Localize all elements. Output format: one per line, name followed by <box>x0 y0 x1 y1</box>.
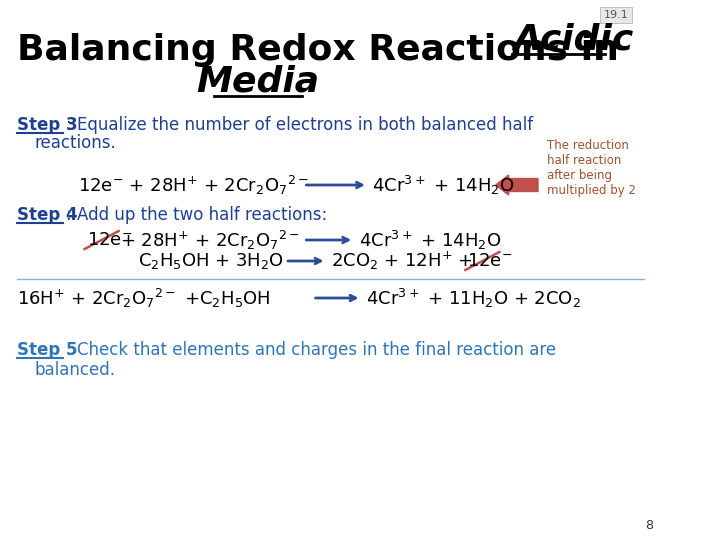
Text: Step 5: Step 5 <box>17 341 77 359</box>
FancyArrow shape <box>495 175 538 195</box>
Text: : Check that elements and charges in the final reaction are: : Check that elements and charges in the… <box>66 341 557 359</box>
Text: 19.1: 19.1 <box>604 10 629 20</box>
Text: 12e$^{-}$: 12e$^{-}$ <box>87 231 132 249</box>
Text: : Add up the two half reactions:: : Add up the two half reactions: <box>66 206 328 224</box>
Text: 8: 8 <box>645 519 653 532</box>
Text: C$_{2}$H$_{5}$OH + 3H$_{2}$O: C$_{2}$H$_{5}$OH + 3H$_{2}$O <box>138 251 284 271</box>
Text: 2CO$_{2}$ + 12H$^{+}$ +: 2CO$_{2}$ + 12H$^{+}$ + <box>331 250 475 272</box>
Text: 4Cr$^{3+}$ + 14H$_{2}$O: 4Cr$^{3+}$ + 14H$_{2}$O <box>372 173 515 197</box>
Text: : Equalize the number of electrons in both balanced half: : Equalize the number of electrons in bo… <box>66 116 534 134</box>
Text: The reduction
half reaction
after being
multiplied by 2: The reduction half reaction after being … <box>547 139 636 197</box>
Text: 16H$^{+}$ + 2Cr$_{2}$O$_{7}$$^{2-}$ +C$_{2}$H$_{5}$OH: 16H$^{+}$ + 2Cr$_{2}$O$_{7}$$^{2-}$ +C$_… <box>17 286 270 309</box>
Text: Media: Media <box>196 65 319 99</box>
Text: Acidic: Acidic <box>513 23 634 57</box>
Text: Step 3: Step 3 <box>17 116 77 134</box>
Text: reactions.: reactions. <box>35 134 117 152</box>
Text: + 28H$^{+}$ + 2Cr$_{2}$O$_{7}$$^{2-}$: + 28H$^{+}$ + 2Cr$_{2}$O$_{7}$$^{2-}$ <box>120 228 300 252</box>
Text: balanced.: balanced. <box>35 361 116 379</box>
Text: 4Cr$^{3+}$ + 14H$_{2}$O: 4Cr$^{3+}$ + 14H$_{2}$O <box>359 228 501 252</box>
Text: Step 4: Step 4 <box>17 206 77 224</box>
Text: 4Cr$^{3+}$ + 11H$_{2}$O + 2CO$_{2}$: 4Cr$^{3+}$ + 11H$_{2}$O + 2CO$_{2}$ <box>366 286 581 309</box>
Text: Balancing Redox Reactions in: Balancing Redox Reactions in <box>17 33 618 67</box>
Text: 12e$^{-}$: 12e$^{-}$ <box>467 252 513 270</box>
Text: 12e$^{-}$ + 28H$^{+}$ + 2Cr$_{2}$O$_{7}$$^{2-}$: 12e$^{-}$ + 28H$^{+}$ + 2Cr$_{2}$O$_{7}$… <box>78 173 309 197</box>
